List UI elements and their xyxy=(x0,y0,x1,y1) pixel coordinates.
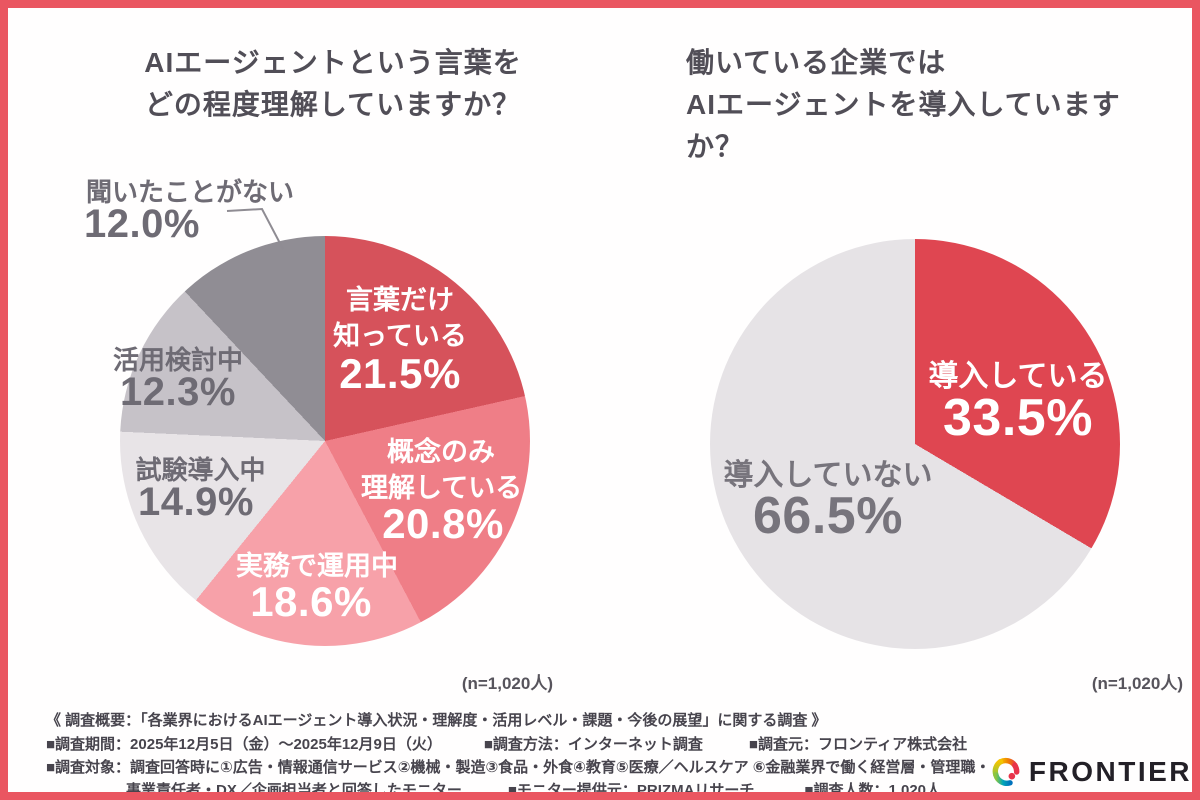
right-chart-n-label: (n=1,020人) xyxy=(1091,674,1183,693)
slice-label-dounyuu-shiteiru: 導入している xyxy=(928,360,1108,393)
slice-pct-dounyuu-shiteiru: 33.5% xyxy=(943,389,1093,447)
slice-pct-dounyuu-shiteinai: 66.5% xyxy=(753,487,903,545)
right-chart-title-line2: AIエージェントを導入していますか？ xyxy=(686,89,1121,162)
right-chart-title: 働いている企業では AIエージェントを導入していますか？ xyxy=(686,42,1166,168)
understanding-pie-chart xyxy=(120,236,530,646)
survey-target-cont: 事業責任者・DX／企画担当者と回答したモニター xyxy=(126,782,462,799)
slice-label-gainen: 概念のみ 理解している xyxy=(361,434,523,506)
slice-label-kotoba-dake: 言葉だけ 知っている xyxy=(330,282,470,354)
callout-leader-line xyxy=(226,207,284,250)
frontier-logo-icon xyxy=(992,757,1020,786)
left-chart-n-label: (n=1,020人) xyxy=(461,674,553,693)
slice-label-jitsumu: 実務で運用中 xyxy=(236,551,398,581)
slice-pct-jitsumu: 18.6% xyxy=(250,578,372,625)
slice-pct-kiitakotoganai: 12.0% xyxy=(84,202,200,246)
respondent-count: ■調査人数：1,020人 xyxy=(804,782,942,799)
slice-label-dounyuu-shiteinai: 導入していない xyxy=(723,459,933,492)
survey-meta-line2: 事業責任者・DX／企画担当者と回答したモニター ■モニター提供元：PRIZMAリサ… xyxy=(126,779,942,799)
survey-overview-line: 《 調査概要：「各業界におけるAIエージェント導入状況・理解度・活用レベル・課題… xyxy=(46,712,827,729)
left-chart-title: AIエージェントという言葉を どの程度理解していますか？ xyxy=(68,42,598,126)
survey-method: ■調査方法：インターネット調査 xyxy=(483,736,703,753)
monitor-provider: ■モニター提供元：PRIZMAリサーチ xyxy=(507,782,755,799)
slice-label-shiken: 試験導入中 xyxy=(135,455,266,485)
right-chart-title-line1: 働いている企業では xyxy=(686,47,947,78)
survey-source: ■調査元：フロンティア株式会社 xyxy=(748,736,968,753)
left-chart-title-line1: AIエージェントという言葉を xyxy=(144,47,522,78)
survey-target-line: ■調査対象：調査回答時に①広告・情報通信サービス②機械・製造③食品・外食④教育⑤… xyxy=(46,759,991,776)
frontier-logo: FRONTIER xyxy=(992,746,1192,792)
slice-label-katsuyou: 活用検討中 xyxy=(112,345,243,375)
slice-label-gainen-line1: 概念のみ xyxy=(387,437,495,467)
slice-label-kotoba-line1: 言葉だけ xyxy=(346,285,454,315)
adoption-pie-chart xyxy=(710,239,1120,649)
slice-label-kiitakotoganai: 聞いたことがない xyxy=(86,177,295,207)
slice-pct-gainen: 20.8% xyxy=(382,500,504,547)
logo-dot xyxy=(1008,772,1016,780)
survey-period: ■調査期間：2025年12月5日（金）〜2025年12月9日（火） xyxy=(46,736,442,753)
slice-pct-katsuyou: 12.3% xyxy=(120,370,236,414)
slice-label-gainen-line2: 理解している xyxy=(361,473,523,503)
slice-label-kotoba-line2: 知っている xyxy=(333,321,467,351)
slice-pct-shiken: 14.9% xyxy=(138,480,254,524)
survey-meta-line1: ■調査期間：2025年12月5日（金）〜2025年12月9日（火） ■調査方法：イ… xyxy=(46,733,967,754)
left-chart-title-line2: どの程度理解していますか？ xyxy=(144,89,522,120)
slice-pct-kotoba-dake: 21.5% xyxy=(339,350,461,397)
frontier-logo-text: FRONTIER xyxy=(1028,756,1192,787)
